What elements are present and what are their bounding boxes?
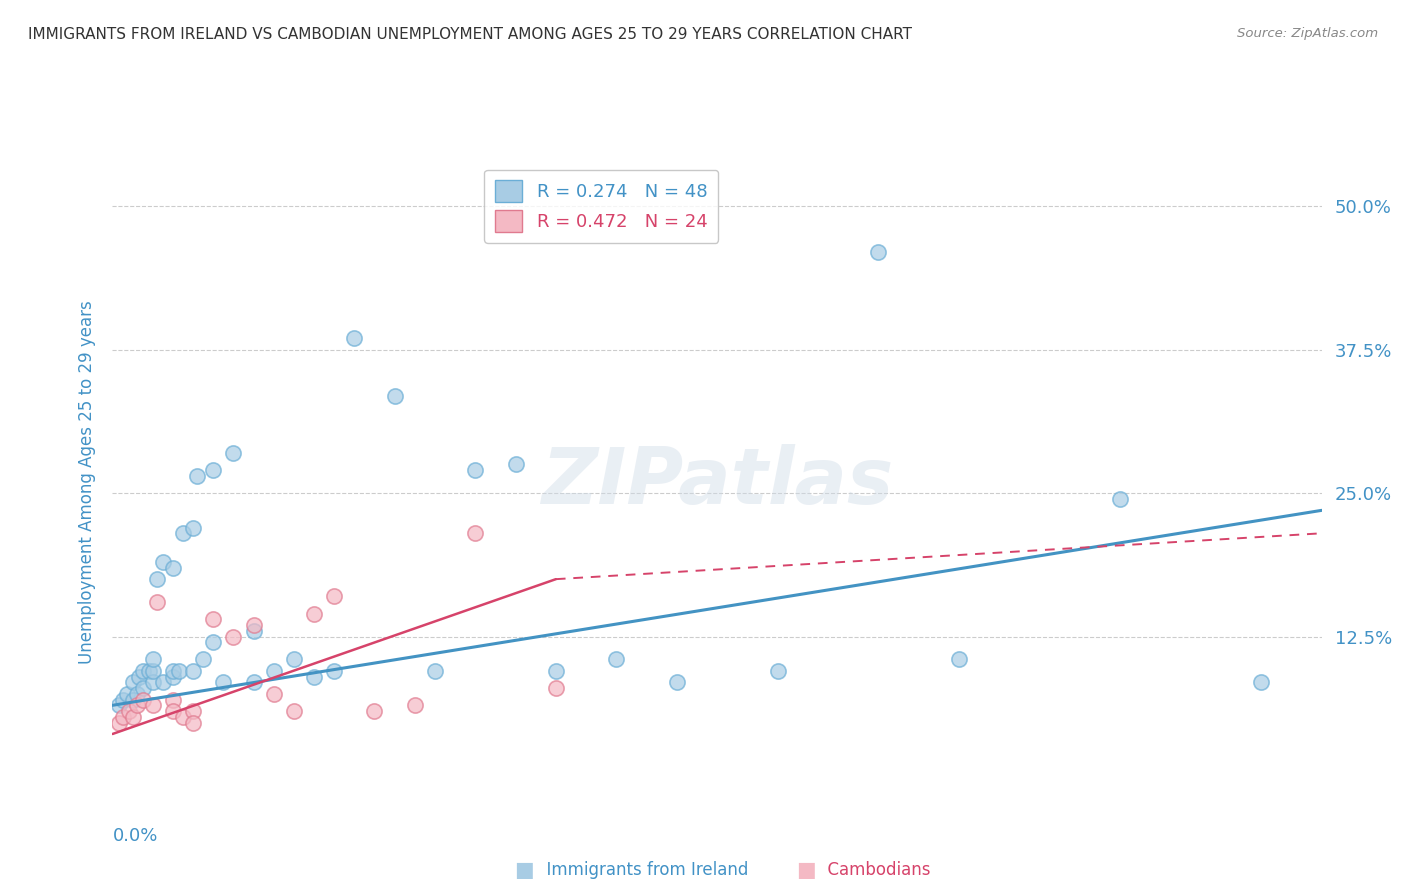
Point xyxy=(323,664,346,678)
Point xyxy=(181,664,204,678)
Point xyxy=(181,704,204,718)
Point xyxy=(162,664,184,678)
Point xyxy=(111,710,134,724)
Y-axis label: Unemployment Among Ages 25 to 29 years: Unemployment Among Ages 25 to 29 years xyxy=(77,300,96,664)
Point xyxy=(162,670,184,684)
Point xyxy=(162,560,184,574)
Point xyxy=(142,664,165,678)
Point xyxy=(132,664,155,678)
Point xyxy=(202,612,225,626)
Point xyxy=(107,698,129,713)
Point xyxy=(505,458,527,472)
Point xyxy=(222,630,245,644)
Point xyxy=(766,664,789,678)
Point xyxy=(302,670,325,684)
Point xyxy=(142,698,165,713)
Point xyxy=(152,555,174,569)
Point xyxy=(464,526,486,541)
Point xyxy=(323,590,346,604)
Text: ZIPatlas: ZIPatlas xyxy=(541,443,893,520)
Point xyxy=(948,652,970,666)
Point xyxy=(128,670,150,684)
Point xyxy=(202,463,225,477)
Point xyxy=(191,652,214,666)
Point xyxy=(167,664,190,678)
Point xyxy=(132,692,155,706)
Point xyxy=(125,698,148,713)
Point xyxy=(146,595,169,609)
Point xyxy=(242,618,264,632)
Text: 0.0%: 0.0% xyxy=(112,828,157,846)
Point xyxy=(132,681,155,695)
Point xyxy=(242,675,264,690)
Point xyxy=(117,704,139,718)
Text: Cambodians: Cambodians xyxy=(817,861,931,879)
Point xyxy=(343,331,366,345)
Point xyxy=(283,652,305,666)
Point xyxy=(186,469,208,483)
Point xyxy=(172,526,194,541)
Point xyxy=(283,704,305,718)
Point xyxy=(152,675,174,690)
Point xyxy=(1250,675,1272,690)
Point xyxy=(868,245,890,260)
Point xyxy=(125,687,148,701)
Point xyxy=(423,664,446,678)
Point xyxy=(121,692,143,706)
Point xyxy=(142,675,165,690)
Point xyxy=(162,692,184,706)
Point xyxy=(115,687,138,701)
Point xyxy=(202,635,225,649)
Point xyxy=(181,520,204,534)
Point xyxy=(172,710,194,724)
Point xyxy=(111,692,134,706)
Point xyxy=(665,675,688,690)
Point xyxy=(263,687,285,701)
Point xyxy=(212,675,235,690)
Point xyxy=(544,681,567,695)
Point xyxy=(363,704,385,718)
Point xyxy=(302,607,325,621)
Point xyxy=(146,572,169,586)
Point xyxy=(404,698,426,713)
Point xyxy=(142,652,165,666)
Point xyxy=(242,624,264,638)
Point xyxy=(464,463,486,477)
Text: IMMIGRANTS FROM IRELAND VS CAMBODIAN UNEMPLOYMENT AMONG AGES 25 TO 29 YEARS CORR: IMMIGRANTS FROM IRELAND VS CAMBODIAN UNE… xyxy=(28,27,912,42)
Text: ■: ■ xyxy=(796,860,815,880)
Point xyxy=(384,389,406,403)
Text: Source: ZipAtlas.com: Source: ZipAtlas.com xyxy=(1237,27,1378,40)
Point xyxy=(544,664,567,678)
Point xyxy=(181,715,204,730)
Point xyxy=(263,664,285,678)
Point xyxy=(1109,491,1132,506)
Point xyxy=(162,704,184,718)
Text: Immigrants from Ireland: Immigrants from Ireland xyxy=(536,861,748,879)
Point xyxy=(605,652,627,666)
Point xyxy=(222,446,245,460)
Point xyxy=(138,664,160,678)
Point xyxy=(107,715,129,730)
Text: ■: ■ xyxy=(515,860,534,880)
Point xyxy=(121,710,143,724)
Legend: R = 0.274   N = 48, R = 0.472   N = 24: R = 0.274 N = 48, R = 0.472 N = 24 xyxy=(484,169,718,243)
Point xyxy=(121,675,143,690)
